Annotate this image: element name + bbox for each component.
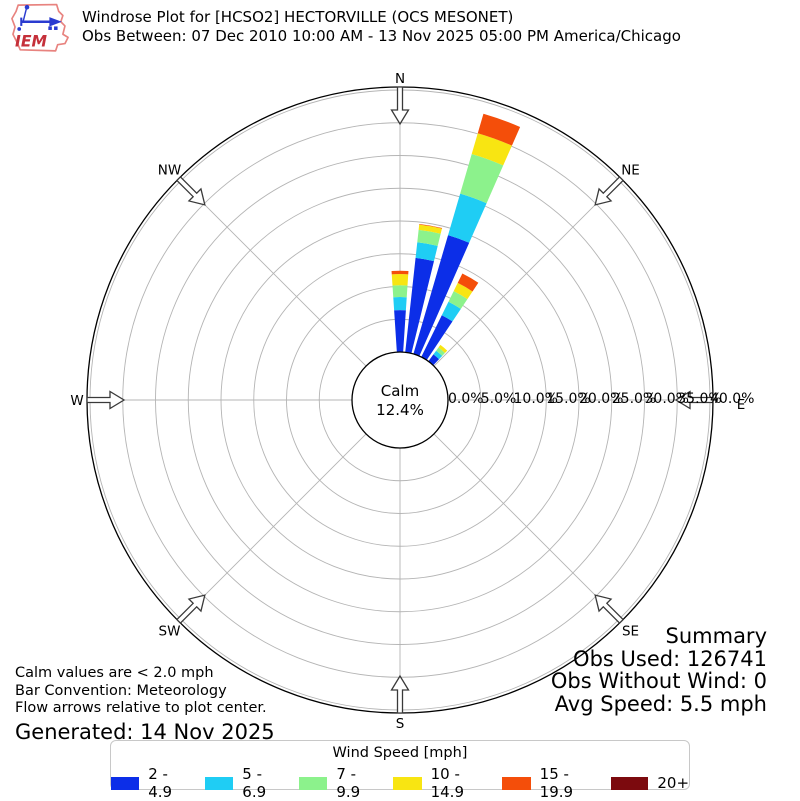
radial-tick-label: 15.0% — [546, 391, 590, 407]
note-calm-threshold: Calm values are < 2.0 mph — [15, 665, 214, 681]
legend-label: 20+ — [657, 774, 690, 792]
iowa-outline-icon — [11, 3, 69, 52]
legend-label: 15 - 19.9 — [539, 765, 574, 801]
legend-label: 2 - 4.9 — [148, 765, 173, 801]
legend-swatch-icon — [393, 776, 422, 790]
wind-vane-icon — [17, 4, 62, 31]
legend-item: 10 - 14.9 — [393, 765, 482, 801]
summary-title: Summary — [665, 624, 767, 648]
legend-items: 2 - 4.9 5 - 6.9 7 - 9.9 10 - 14.9 15 - 1… — [111, 765, 689, 801]
windrose-bar-segment — [393, 296, 407, 311]
compass-label: SW — [159, 624, 181, 640]
flow-arrow — [674, 390, 714, 410]
windrose-bar-segment — [419, 224, 443, 229]
wind-speed-legend: Wind Speed [mph] 2 - 4.9 5 - 6.9 7 - 9.9… — [110, 740, 690, 801]
note-bar-convention: Bar Convention: Meteorology — [15, 682, 227, 699]
radial-tick-label: 20.0% — [579, 391, 623, 407]
compass-label: W — [70, 393, 83, 409]
windrose-bar-segment — [453, 282, 473, 300]
calm-label: Calm — [381, 382, 419, 400]
generated-timestamp: Generated: 14 Nov 2025 — [15, 719, 275, 744]
windrose-bar-segment — [433, 350, 443, 360]
legend-item: 5 - 6.9 — [205, 765, 279, 801]
grid-spoke — [180, 180, 367, 367]
plot-notes: Calm values are < 2.0 mph Bar Convention… — [15, 665, 275, 744]
legend-label: 10 - 14.9 — [430, 765, 464, 801]
flow-arrow — [390, 674, 410, 714]
legend-title: Wind Speed [mph] — [332, 745, 468, 761]
windrose-bar-segment — [471, 133, 512, 166]
radial-tick-label: 40.0% — [710, 391, 754, 407]
grid-spoke — [180, 433, 367, 620]
legend-label: 5 - 6.9 — [242, 765, 267, 801]
radial-tick-label: 30.0% — [645, 391, 689, 407]
windrose-bar-segment — [417, 229, 441, 246]
compass-label: N — [395, 71, 405, 87]
legend-swatch-icon — [111, 776, 140, 790]
windrose-bar-segment — [418, 224, 442, 234]
iem-logo-text: IEM — [15, 33, 47, 51]
flow-arrow — [175, 594, 206, 625]
windrose-bar-segment — [457, 273, 479, 292]
summary-obs-used: Obs Used: 126741 — [573, 646, 767, 671]
windrose-bar-segment — [405, 257, 434, 354]
compass-label: SE — [622, 624, 639, 640]
windrose-bar-segment — [436, 347, 445, 356]
calm-circle — [351, 351, 449, 449]
compass-label: E — [737, 397, 746, 413]
windrose-bar-segment — [441, 301, 461, 322]
windrose-bar-segment — [392, 285, 408, 298]
flow-arrow — [594, 175, 625, 206]
windrose-bar-segment — [391, 270, 409, 275]
flow-arrow — [175, 175, 206, 206]
summary-avg-speed: Avg Speed: 5.5 mph — [554, 691, 767, 716]
page-subtitle: Obs Between: 07 Dec 2010 10:00 AM - 13 N… — [82, 27, 681, 45]
summary-block: Summary Obs Used: 126741 Obs Without Win… — [551, 625, 767, 715]
page-title: Windrose Plot for [HCSO2] HECTORVILLE (O… — [82, 8, 514, 26]
compass-label: NW — [158, 162, 181, 178]
flow-arrow — [86, 390, 126, 410]
compass-label: S — [396, 716, 405, 732]
legend-swatch-icon — [299, 776, 328, 790]
windrose-bar-segment — [448, 291, 468, 309]
iem-logo: IEM — [11, 3, 69, 52]
legend-swatch-icon — [611, 776, 649, 790]
windrose-bar-segment — [438, 344, 448, 354]
calm-percent: 12.4% — [376, 401, 424, 419]
radial-tick-label: 10.0% — [514, 391, 558, 407]
grid-spoke — [433, 433, 620, 620]
compass-label: NE — [621, 162, 640, 178]
windrose-bar-segment — [477, 113, 521, 146]
summary-obs-without-wind: Obs Without Wind: 0 — [550, 669, 767, 693]
radial-tick-label: 0.0% — [448, 391, 484, 407]
windrose-bar-segment — [415, 242, 438, 262]
legend-swatch-icon — [205, 776, 234, 790]
legend-label: 7 - 9.9 — [336, 765, 361, 801]
flow-arrow — [390, 86, 410, 126]
radial-tick-label: 25.0% — [612, 391, 656, 407]
windrose-bar-segment — [460, 153, 504, 204]
windrose-bar-segment — [421, 315, 453, 361]
note-flow-arrows: Flow arrows relative to plot center. — [15, 700, 267, 716]
legend-item: 2 - 4.9 — [111, 765, 185, 801]
grid-spoke — [433, 180, 620, 367]
flow-arrow — [594, 594, 625, 625]
windrose-bar-segment — [391, 274, 409, 286]
legend-swatch-icon — [502, 776, 531, 790]
windrose-bar-segment — [394, 310, 406, 353]
legend-item: 7 - 9.9 — [299, 765, 373, 801]
radial-tick-label: 5.0% — [481, 391, 517, 407]
legend-item: 20+ — [611, 774, 689, 792]
windrose-bar-segment — [448, 193, 487, 243]
legend-item: 15 - 19.9 — [502, 765, 591, 801]
header: Windrose Plot for [HCSO2] HECTORVILLE (O… — [82, 8, 681, 46]
radial-tick-label: 35.0% — [677, 391, 721, 407]
windrose-bar-segment — [413, 235, 470, 357]
